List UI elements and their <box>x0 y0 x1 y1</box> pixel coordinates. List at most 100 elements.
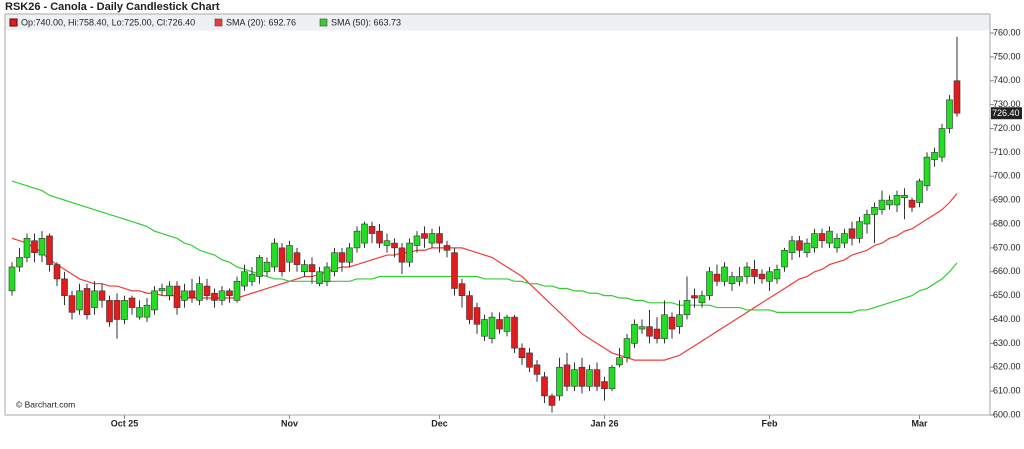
candle-body <box>661 314 668 339</box>
candle-body <box>398 247 406 263</box>
candle-body <box>646 326 653 337</box>
y-tick-label: 710.00 <box>993 147 1021 157</box>
candle-body <box>338 252 346 263</box>
candle-body <box>263 261 271 273</box>
candle-body <box>856 221 863 239</box>
candle-body <box>31 240 38 253</box>
candle-body <box>503 316 511 332</box>
candle-body <box>796 240 803 251</box>
candle-body <box>158 288 166 292</box>
candle-body <box>218 290 226 301</box>
y-tick-label: 670.00 <box>993 242 1021 252</box>
candle-body <box>286 245 293 263</box>
candle-body <box>676 314 683 327</box>
legend-label: SMA (50): 663.73 <box>331 17 401 27</box>
candle-body <box>571 369 578 387</box>
candle-body <box>278 247 286 273</box>
y-tick-label: 620.00 <box>993 362 1021 372</box>
candle-body <box>233 280 241 301</box>
candle-body <box>293 252 301 265</box>
candle-body <box>113 300 121 320</box>
x-tick-label: Oct 25 <box>111 418 139 428</box>
candle-body <box>188 290 196 299</box>
candle-body <box>623 338 631 359</box>
candle-body <box>668 316 676 330</box>
candle-body <box>946 99 953 129</box>
candle-body <box>863 214 871 225</box>
candle-body <box>413 235 421 246</box>
candle-body <box>383 240 391 246</box>
candle-body <box>788 240 796 253</box>
candle-body <box>76 290 83 311</box>
candle-body <box>428 233 436 244</box>
candle-body <box>706 271 713 296</box>
candle-body <box>878 199 886 210</box>
candle-body <box>443 245 451 251</box>
candle-body <box>893 195 901 206</box>
candle-body <box>653 328 661 339</box>
candle-body <box>316 271 323 284</box>
plot-frame <box>4 13 991 416</box>
candle-body <box>61 278 68 296</box>
y-tick-label: 680.00 <box>993 218 1021 228</box>
candle-body <box>211 292 218 301</box>
candle-body <box>938 128 946 158</box>
y-tick-label: 760.00 <box>993 27 1021 37</box>
credit: © Barchart.com <box>16 399 75 409</box>
candle-body <box>608 366 616 390</box>
legend-bar <box>5 14 990 31</box>
candle-body <box>908 199 916 208</box>
candle-body <box>466 295 473 320</box>
candle-body <box>106 300 113 323</box>
y-tick-label: 750.00 <box>993 51 1021 61</box>
candle-body <box>758 273 766 280</box>
legend-label: SMA (20): 692.76 <box>226 17 296 27</box>
last-price-box <box>991 107 1022 120</box>
y-tick-label: 700.00 <box>993 171 1021 181</box>
candle-body <box>368 226 376 234</box>
candle-body <box>953 80 961 114</box>
x-tick-label: Jan 26 <box>590 418 618 428</box>
y-tick-label: 600.00 <box>993 409 1021 419</box>
candle-body <box>526 352 533 368</box>
legend-swatch <box>319 18 328 27</box>
candle-body <box>376 230 383 244</box>
candle-body <box>728 276 736 284</box>
legend-swatch <box>9 18 18 27</box>
candle-body <box>173 285 181 308</box>
candle-body <box>773 269 781 280</box>
candle-body <box>248 273 256 282</box>
candle-body <box>391 242 398 249</box>
candle-body <box>83 288 91 316</box>
candle-body <box>691 295 698 299</box>
y-tick-label: 650.00 <box>993 290 1021 300</box>
candle-body <box>736 276 743 282</box>
candle-body <box>353 230 361 249</box>
candle-body <box>518 347 526 358</box>
candle-body <box>181 290 188 301</box>
y-tick-label: 640.00 <box>993 314 1021 324</box>
candle-body <box>901 195 908 199</box>
candle-body <box>916 180 923 203</box>
candle-body <box>871 206 878 215</box>
candle-body <box>638 326 646 330</box>
candle-body <box>541 376 548 397</box>
candle-body <box>803 242 811 253</box>
candle-body <box>196 283 203 301</box>
candle-body <box>323 266 331 282</box>
candle-body <box>473 307 481 325</box>
candle-body <box>511 316 518 349</box>
candle-body <box>743 266 751 277</box>
candle-body <box>308 264 316 273</box>
x-tick-label: Dec <box>431 418 448 428</box>
candle-body <box>556 366 563 397</box>
candle-body <box>533 364 541 375</box>
candle-body <box>38 238 46 256</box>
candle-body <box>91 290 98 308</box>
y-tick-label: 690.00 <box>993 195 1021 205</box>
y-tick-label: 730.00 <box>993 99 1021 109</box>
candle-body <box>241 271 248 287</box>
candle-body <box>818 233 826 242</box>
candle-body <box>436 233 443 244</box>
